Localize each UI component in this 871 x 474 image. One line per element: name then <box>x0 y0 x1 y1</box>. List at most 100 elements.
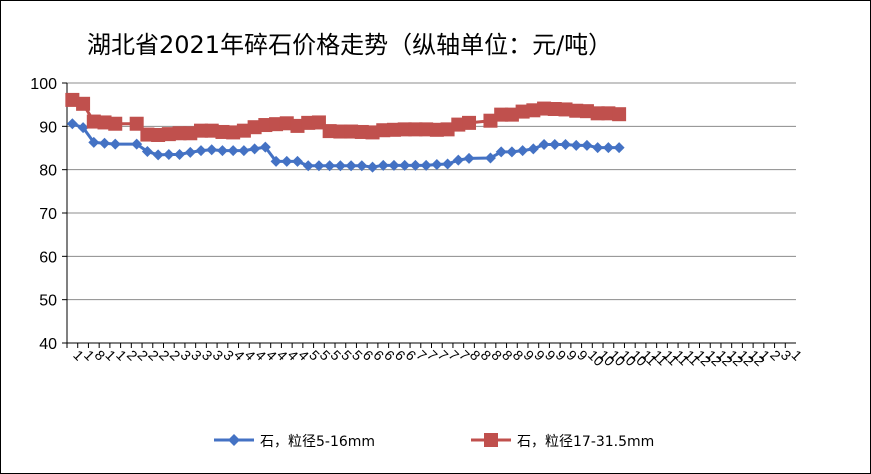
data-point <box>495 146 507 158</box>
data-point <box>549 139 561 151</box>
data-point <box>463 152 475 164</box>
data-point <box>356 160 368 172</box>
y-tick-label: 90 <box>39 119 57 136</box>
data-point <box>161 127 176 142</box>
data-point <box>538 139 550 151</box>
data-point <box>281 155 293 167</box>
grid <box>62 82 796 344</box>
data-point <box>259 141 271 153</box>
data-point <box>569 103 584 118</box>
data-point <box>397 122 412 137</box>
data-point <box>515 104 530 119</box>
data-point <box>236 123 251 138</box>
data-point <box>77 122 89 134</box>
y-axis-ticks: 40 50 60 70 80 90 100 <box>30 76 57 353</box>
data-point <box>226 125 241 140</box>
data-point <box>581 139 593 151</box>
data-point <box>386 122 401 137</box>
data-point <box>354 124 369 139</box>
data-point <box>86 114 101 129</box>
x-axis-ticks: 1181122222333334444444555556666677777888… <box>66 343 805 369</box>
data-point <box>452 154 464 166</box>
data-point <box>97 115 112 130</box>
data-point <box>324 160 336 172</box>
data-point <box>442 158 454 170</box>
data-point <box>99 137 111 149</box>
data-point <box>462 115 477 130</box>
legend: 石，粒径5-16mm 石，粒径17-31.5mm <box>214 433 654 450</box>
data-point <box>612 107 627 122</box>
data-point <box>247 120 262 135</box>
data-point <box>249 143 261 155</box>
data-point <box>301 115 316 130</box>
data-point <box>365 125 380 140</box>
data-point <box>334 160 346 172</box>
data-point <box>174 149 186 160</box>
data-point <box>109 138 121 150</box>
data-point <box>367 161 379 173</box>
legend-marker <box>228 434 240 446</box>
data-point <box>290 118 305 133</box>
data-point <box>140 127 155 142</box>
legend-label: 石，粒径17-31.5mm <box>517 434 654 450</box>
data-point <box>183 126 198 141</box>
data-point <box>602 142 614 154</box>
data-point <box>152 149 164 161</box>
data-point <box>141 145 153 157</box>
data-point <box>269 117 284 132</box>
y-tick-label: 80 <box>39 163 57 180</box>
data-point <box>279 116 294 131</box>
data-point <box>537 101 552 116</box>
data-point <box>376 123 391 138</box>
data-point <box>388 159 400 171</box>
data-point <box>108 116 123 131</box>
data-point <box>547 102 562 116</box>
data-point <box>227 145 239 157</box>
data-point <box>302 160 314 172</box>
y-tick-label: 60 <box>39 249 57 266</box>
data-point <box>151 128 166 142</box>
data-point <box>451 117 466 132</box>
data-point <box>194 123 209 138</box>
y-tick-label: 40 <box>39 336 57 353</box>
data-point <box>504 107 519 122</box>
data-point <box>206 144 218 156</box>
chart-title: 湖北省2021年碎石价格走势（纵轴单位：元/吨） <box>87 31 612 59</box>
data-point <box>440 122 455 137</box>
data-point <box>409 159 421 171</box>
series-layer <box>65 92 627 173</box>
legend-label: 石，粒径5-16mm <box>260 434 375 450</box>
data-point <box>408 122 423 137</box>
data-point <box>172 126 187 141</box>
data-point <box>592 142 604 154</box>
data-point <box>195 145 207 157</box>
data-point <box>344 124 359 139</box>
data-point <box>506 146 518 158</box>
data-point <box>613 142 625 154</box>
data-point <box>215 124 230 139</box>
data-point <box>601 106 616 121</box>
data-point <box>345 160 357 172</box>
data-point <box>377 159 389 171</box>
data-point <box>184 146 196 158</box>
data-point <box>270 155 282 167</box>
data-point <box>129 116 144 131</box>
data-point <box>313 160 325 172</box>
data-point <box>558 102 573 117</box>
data-point <box>204 123 219 138</box>
data-point <box>526 103 541 118</box>
data-point <box>88 136 100 148</box>
data-point <box>76 96 91 111</box>
data-point <box>429 122 444 137</box>
data-point <box>517 145 529 157</box>
data-point <box>431 158 443 170</box>
data-point <box>484 152 496 164</box>
y-tick-label: 50 <box>39 293 57 310</box>
data-point <box>291 155 303 167</box>
data-point <box>527 143 539 155</box>
data-point <box>163 149 175 160</box>
data-point <box>494 107 509 122</box>
data-point <box>216 145 228 157</box>
data-point <box>483 113 498 128</box>
